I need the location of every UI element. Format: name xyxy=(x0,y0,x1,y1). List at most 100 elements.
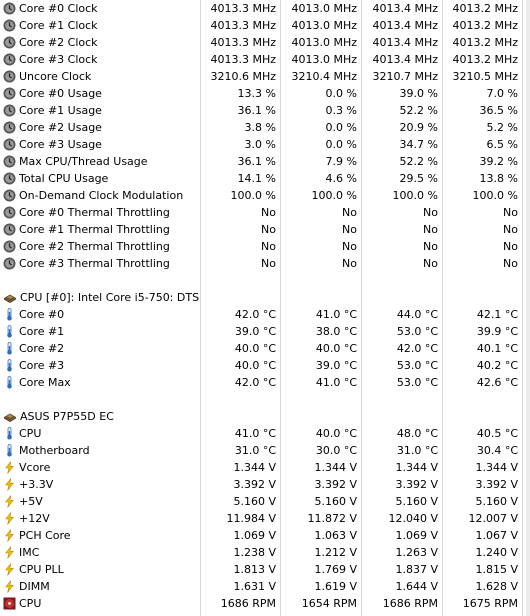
sensor-row[interactable]: Core #1 39.0 °C 38.0 °C 53.0 °C 39.9 °C xyxy=(0,323,530,340)
sensor-row[interactable]: Core #3 Thermal Throttling No No No No xyxy=(0,255,530,272)
scrollbar-track[interactable] xyxy=(526,0,530,616)
current-value: 5.160 V xyxy=(233,495,276,508)
spacer-row xyxy=(0,272,530,289)
maximum-value: 4013.4 MHz xyxy=(372,36,438,49)
sensor-row[interactable]: PCH Core 1.069 V 1.063 V 1.069 V 1.067 V xyxy=(0,527,530,544)
sensor-row[interactable]: Core #0 Usage 13.3 % 0.0 % 39.0 % 7.0 % xyxy=(0,85,530,102)
sensor-label: Core #0 Thermal Throttling xyxy=(19,206,170,219)
sensor-row[interactable]: Core #1 Clock 4013.3 MHz 4013.0 MHz 4013.4 … xyxy=(0,17,530,34)
sensor-row[interactable]: Core #3 Usage 3.0 % 0.0 % 34.7 % 6.5 % xyxy=(0,136,530,153)
sensor-label: Core #2 xyxy=(19,342,65,355)
sensor-label: +3.3V xyxy=(19,478,54,491)
sensor-row[interactable]: Uncore Clock 3210.6 MHz 3210.4 MHz 3210.7 M… xyxy=(0,68,530,85)
sensor-row[interactable]: CPU PLL 1.813 V 1.769 V 1.837 V 1.815 V xyxy=(0,561,530,578)
average-value: 6.5 % xyxy=(486,138,518,151)
sensor-label: Core #3 xyxy=(19,359,65,372)
sensor-label: Core #3 Usage xyxy=(19,138,102,151)
sensor-row[interactable]: Core #3 Clock 4013.3 MHz 4013.0 MHz 4013.4 … xyxy=(0,51,530,68)
average-value: 4013.2 MHz xyxy=(452,2,518,15)
sensor-label: Core Max xyxy=(19,376,71,389)
maximum-value: No xyxy=(423,240,438,253)
clock-icon xyxy=(3,19,16,32)
average-value: 4013.2 MHz xyxy=(452,19,518,32)
lightning-icon xyxy=(3,529,16,542)
sensor-row[interactable]: On-Demand Clock Modulation 100.0 % 100.0 %… xyxy=(0,187,530,204)
lightning-icon xyxy=(3,478,16,491)
sensor-row[interactable]: Core #0 42.0 °C 41.0 °C 44.0 °C 42.1 °C xyxy=(0,306,530,323)
maximum-value: 1.344 V xyxy=(395,461,438,474)
sensor-row[interactable]: Total CPU Usage 14.1 % 4.6 % 29.5 % 13.8 % xyxy=(0,170,530,187)
clock-icon xyxy=(3,138,16,151)
column-divider xyxy=(200,0,201,616)
maximum-value: 1.644 V xyxy=(395,580,438,593)
current-value: 3210.6 MHz xyxy=(210,70,276,83)
sensor-row[interactable]: Core #0 Clock 4013.3 MHz 4013.0 MHz 4013.4 … xyxy=(0,0,530,17)
sensor-label: Max CPU/Thread Usage xyxy=(19,155,148,168)
column-divider xyxy=(522,0,523,616)
maximum-value: 4013.4 MHz xyxy=(372,2,438,15)
average-value: No xyxy=(503,223,518,236)
sensor-row[interactable]: Core #2 Clock 4013.3 MHz 4013.0 MHz 4013.4 … xyxy=(0,34,530,51)
chip-icon xyxy=(3,410,17,423)
current-value: 39.0 °C xyxy=(234,325,276,338)
fan-icon xyxy=(3,597,16,610)
sensor-label: CPU xyxy=(19,597,42,610)
sensor-row[interactable]: Core #3 40.0 °C 39.0 °C 53.0 °C 40.2 °C xyxy=(0,357,530,374)
minimum-value: No xyxy=(342,257,357,270)
sensor-row[interactable]: DIMM 1.631 V 1.619 V 1.644 V 1.628 V xyxy=(0,578,530,595)
sensor-row[interactable]: Core #1 Thermal Throttling No No No No xyxy=(0,221,530,238)
minimum-value: 1.619 V xyxy=(314,580,357,593)
thermometer-icon xyxy=(3,359,16,372)
sensor-label: Motherboard xyxy=(19,444,90,457)
minimum-value: No xyxy=(342,240,357,253)
sensor-label: DIMM xyxy=(19,580,50,593)
average-value: 4013.2 MHz xyxy=(452,53,518,66)
maximum-value: No xyxy=(423,206,438,219)
sensor-group-header[interactable]: CPU [#0]: Intel Core i5-750: DTS xyxy=(0,289,530,306)
current-value: 31.0 °C xyxy=(234,444,276,457)
current-value: No xyxy=(261,223,276,236)
sensor-row[interactable]: Max CPU/Thread Usage 36.1 % 7.9 % 52.2 % 39.… xyxy=(0,153,530,170)
sensor-group-header[interactable]: ASUS P7P55D EC xyxy=(0,408,530,425)
minimum-value: 5.160 V xyxy=(314,495,357,508)
average-value: 4013.2 MHz xyxy=(452,36,518,49)
average-value: No xyxy=(503,257,518,270)
sensor-row[interactable]: Core #2 40.0 °C 40.0 °C 42.0 °C 40.1 °C xyxy=(0,340,530,357)
maximum-value: 3210.7 MHz xyxy=(372,70,438,83)
sensor-row[interactable]: Motherboard 31.0 °C 30.0 °C 31.0 °C 30.4 °C xyxy=(0,442,530,459)
clock-icon xyxy=(3,189,16,202)
current-value: 4013.3 MHz xyxy=(210,2,276,15)
sensor-row[interactable]: Core #0 Thermal Throttling No No No No xyxy=(0,204,530,221)
maximum-value: 34.7 % xyxy=(399,138,438,151)
minimum-value: 0.0 % xyxy=(325,138,357,151)
average-value: 1.815 V xyxy=(475,563,518,576)
minimum-value: 0.0 % xyxy=(325,121,357,134)
minimum-value: No xyxy=(342,206,357,219)
thermometer-icon xyxy=(3,342,16,355)
current-value: 3.0 % xyxy=(244,138,276,151)
sensor-row[interactable]: CPU 1686 RPM 1654 RPM 1686 RPM 1675 RPM xyxy=(0,595,530,612)
clock-icon xyxy=(3,172,16,185)
sensor-row[interactable]: Core Max 42.0 °C 41.0 °C 53.0 °C 42.6 °C xyxy=(0,374,530,391)
sensor-row[interactable]: +3.3V 3.392 V 3.392 V 3.392 V 3.392 V xyxy=(0,476,530,493)
clock-icon xyxy=(3,121,16,134)
sensor-label: IMC xyxy=(19,546,40,559)
sensor-label: PCH Core xyxy=(19,529,71,542)
sensor-row[interactable]: +12V 11.984 V 11.872 V 12.040 V 12.007 V xyxy=(0,510,530,527)
sensor-row[interactable]: Core #1 Usage 36.1 % 0.3 % 52.2 % 36.5 % xyxy=(0,102,530,119)
average-value: 1.067 V xyxy=(475,529,518,542)
group-label: ASUS P7P55D EC xyxy=(20,410,114,423)
sensor-row[interactable]: Core #2 Usage 3.8 % 0.0 % 20.9 % 5.2 % xyxy=(0,119,530,136)
sensor-row[interactable]: +5V 5.160 V 5.160 V 5.160 V 5.160 V xyxy=(0,493,530,510)
minimum-value: 100.0 % xyxy=(311,189,357,202)
average-value: 5.160 V xyxy=(475,495,518,508)
sensor-label: +12V xyxy=(19,512,50,525)
thermometer-icon xyxy=(3,427,16,440)
sensor-row[interactable]: IMC 1.238 V 1.212 V 1.263 V 1.240 V xyxy=(0,544,530,561)
current-value: 36.1 % xyxy=(237,104,276,117)
sensor-row[interactable]: Vcore 1.344 V 1.344 V 1.344 V 1.344 V xyxy=(0,459,530,476)
current-value: 4013.3 MHz xyxy=(210,53,276,66)
sensor-row[interactable]: Core #2 Thermal Throttling No No No No xyxy=(0,238,530,255)
sensor-row[interactable]: CPU 41.0 °C 40.0 °C 48.0 °C 40.5 °C xyxy=(0,425,530,442)
maximum-value: 1.069 V xyxy=(395,529,438,542)
